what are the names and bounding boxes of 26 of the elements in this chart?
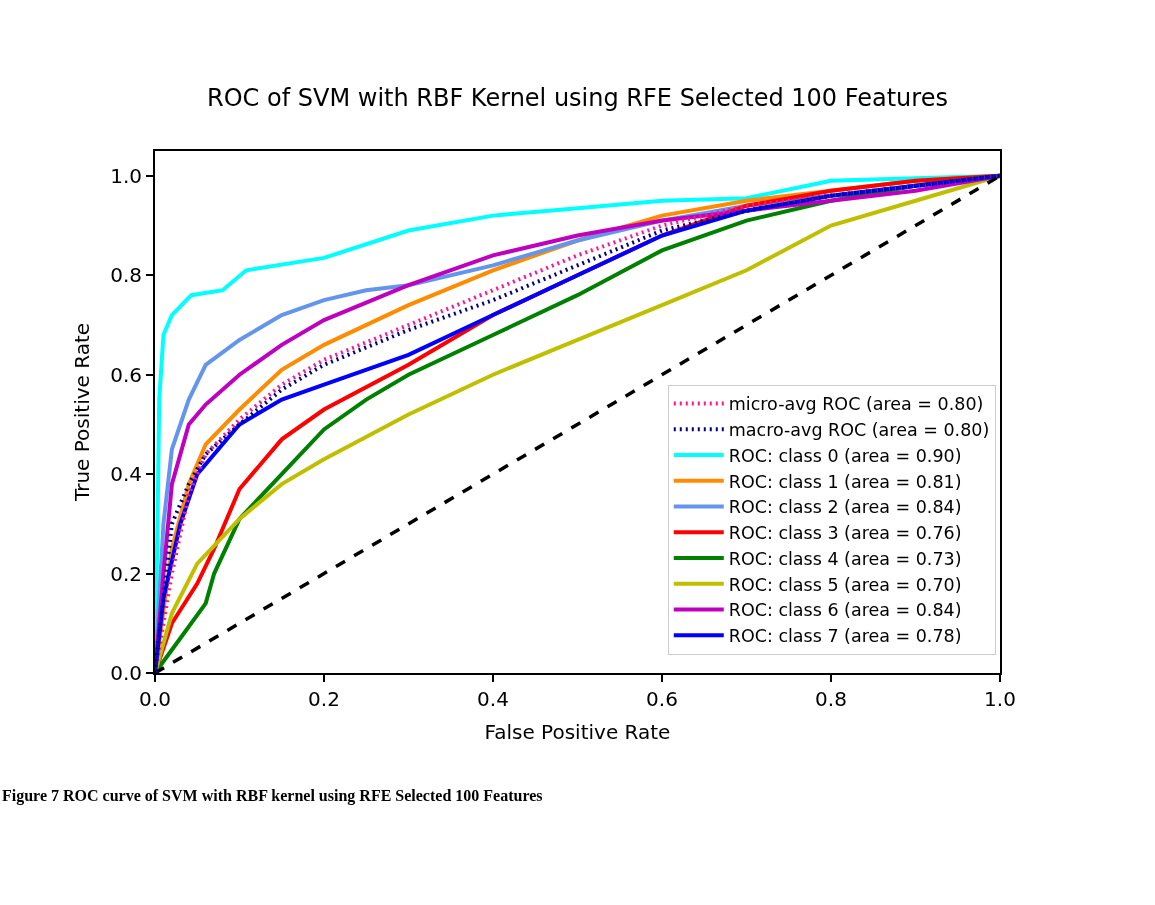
- legend-label: ROC: class 6 (area = 0.84): [728, 600, 962, 621]
- y-tick-label: 0.4: [110, 462, 142, 487]
- y-tick-label: 0.6: [110, 362, 142, 387]
- y-tick-label: 0.0: [110, 661, 142, 685]
- legend-label: ROC: class 4 (area = 0.73): [728, 548, 962, 569]
- chart-title: ROC of SVM with RBF Kernel using RFE Selected 100 Features: [207, 84, 948, 113]
- legend-label: ROC: class 1 (area = 0.81): [728, 471, 962, 492]
- x-tick-label: 0.6: [646, 687, 678, 711]
- caption: Figure 7 ROC curve of SVM with RBF kernel using RFE Selected 100 Features: [2, 787, 543, 805]
- x-tick-label: 0.0: [139, 687, 171, 711]
- y-axis-title: True Positive Rate: [70, 322, 95, 503]
- x-tick-label: 1.0: [984, 687, 1016, 711]
- legend-label: micro-avg ROC (area = 0.80): [728, 394, 984, 415]
- legend-label: ROC: class 2 (area = 0.84): [728, 497, 962, 518]
- legend-label: ROC: class 7 (area = 0.78): [728, 626, 962, 647]
- y-tick-label: 0.2: [110, 561, 142, 586]
- x-tick-label: 0.4: [477, 687, 509, 711]
- x-tick-label: 0.2: [308, 687, 340, 711]
- legend-label: ROC: class 0 (area = 0.90): [728, 445, 962, 466]
- x-axis-title: False Positive Rate: [484, 720, 671, 744]
- legend-label: macro-avg ROC (area = 0.80): [728, 420, 990, 441]
- y-tick-label: 1.0: [110, 163, 142, 188]
- legend-label: ROC: class 5 (area = 0.70): [728, 574, 962, 595]
- y-tick-label: 0.8: [110, 263, 142, 288]
- legend-label: ROC: class 3 (area = 0.76): [728, 523, 962, 544]
- x-tick-label: 0.8: [815, 687, 847, 711]
